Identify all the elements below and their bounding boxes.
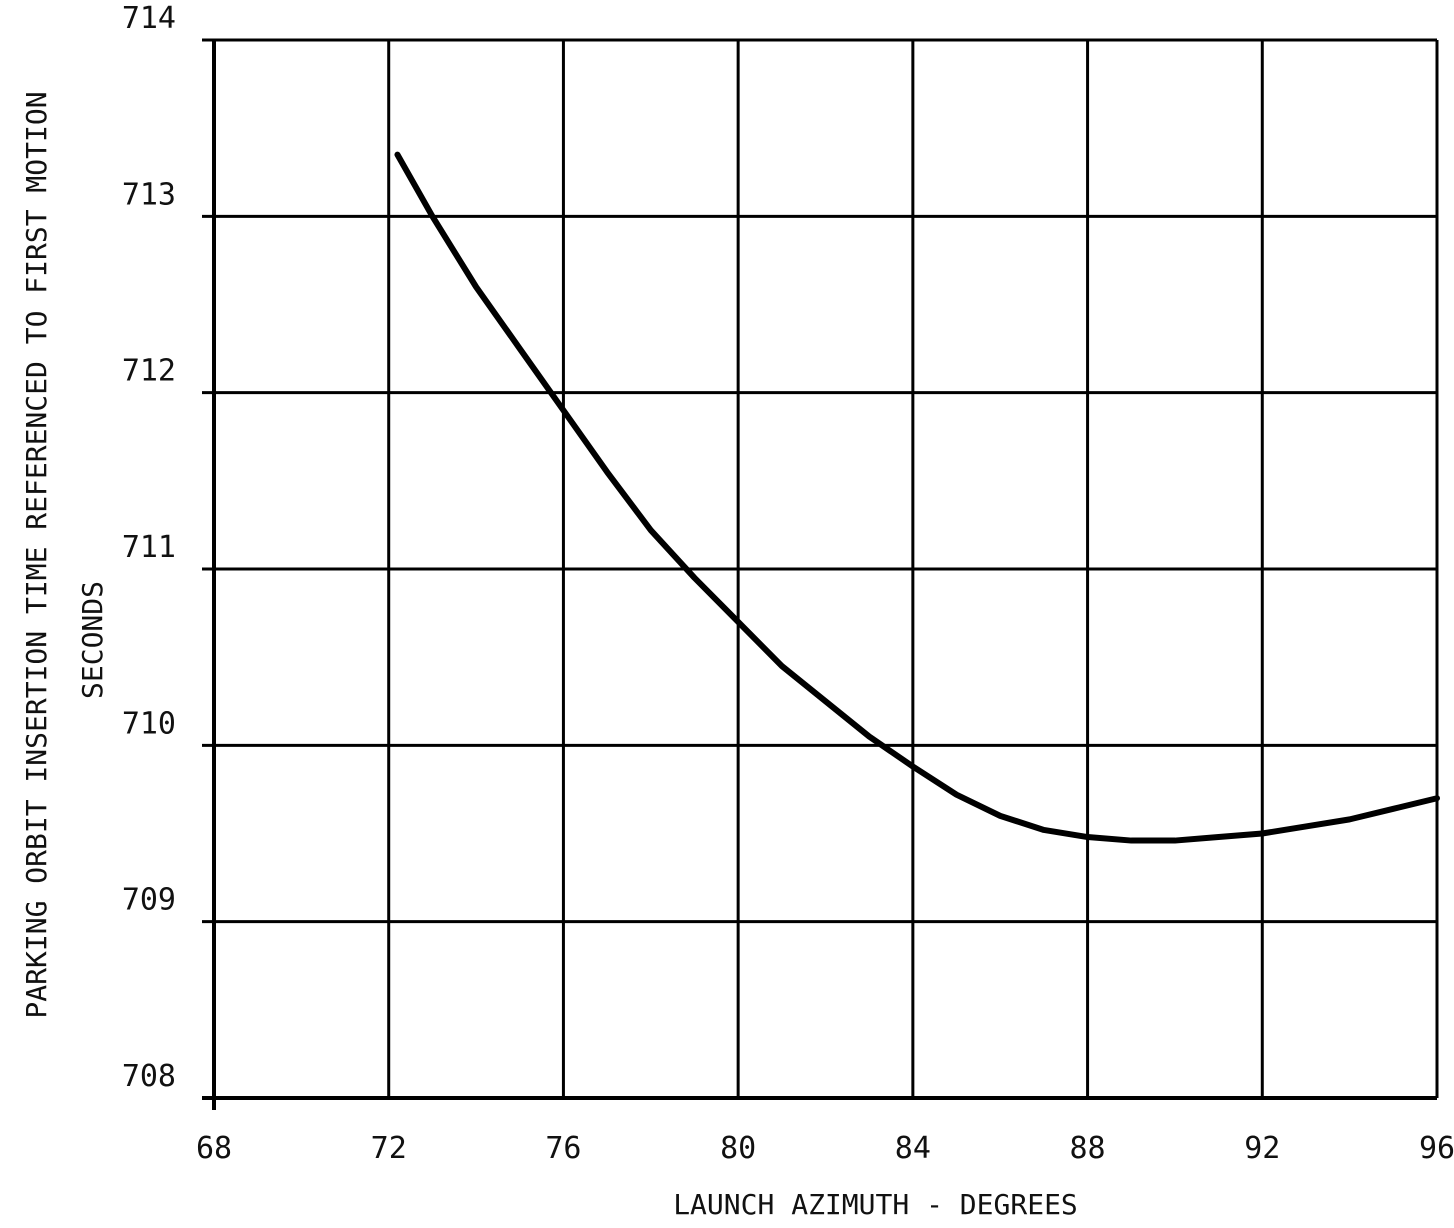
x-tick-label: 72: [371, 1131, 407, 1166]
y-axis-label: PARKING ORBIT INSERTION TIME REFERENCED …: [20, 91, 53, 1018]
y-tick-label: 713: [122, 177, 176, 212]
grid: [202, 38, 1439, 1110]
y-tick-label: 714: [122, 1, 176, 36]
y-tick-label: 710: [122, 706, 176, 741]
tick-labels: 68 72 76 80 84 88 92 96 708 709 710 711 712 713 714: [122, 1, 1454, 1166]
x-tick-label: 96: [1419, 1131, 1454, 1166]
x-tick-label: 80: [720, 1131, 756, 1166]
y-tick-label: 709: [122, 883, 176, 918]
y-tick-label: 712: [122, 354, 176, 389]
x-tick-label: 68: [196, 1131, 232, 1166]
series-layer: [394, 151, 1440, 844]
y-tick-label: 708: [122, 1059, 176, 1094]
y-tick-label: 711: [122, 530, 176, 565]
y-axis-units-label: SECONDS: [76, 581, 109, 699]
x-tick-label: 92: [1244, 1131, 1280, 1166]
x-axis-label: LAUNCH AZIMUTH - DEGREES: [673, 1188, 1078, 1221]
x-tick-label: 88: [1070, 1131, 1106, 1166]
x-tick-label: 76: [545, 1131, 581, 1166]
series-line: [394, 151, 1440, 844]
x-tick-label: 84: [895, 1131, 931, 1166]
